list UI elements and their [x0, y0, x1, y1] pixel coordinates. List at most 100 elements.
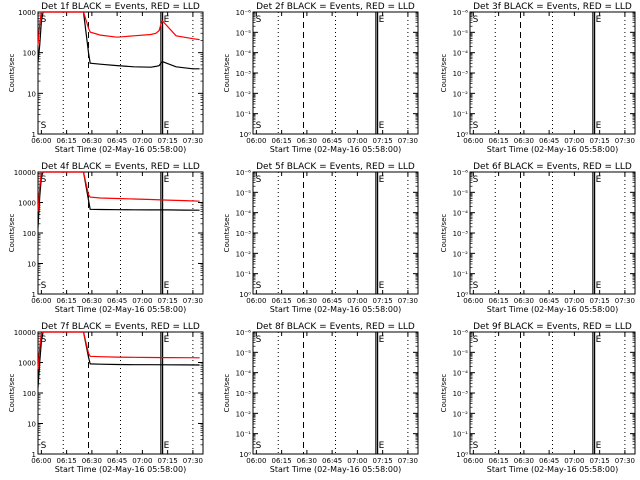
y-tick-label: 10⁻²	[453, 410, 469, 418]
marker-s-label-top: S	[256, 15, 262, 25]
y-tick-label: 1	[32, 451, 36, 459]
det-6-panel: Det 6f BLACK = Events, RED = LLD 06:00 06:…	[440, 162, 636, 314]
x-tick-label: 07:00	[347, 297, 367, 305]
det-4-panel: Det 4f BLACK = Events, RED = LLD 06:00 06:…	[8, 162, 204, 314]
det-8-panel: Det 8f BLACK = Events, RED = LLD 06:00 06:…	[223, 322, 419, 474]
det-9-panel: Det 9f BLACK = Events, RED = LLD 06:00 06:…	[440, 322, 636, 474]
x-tick-label: 07:00	[132, 137, 152, 145]
marker-s-label-top: S	[256, 335, 262, 345]
marker-s-label-top: S	[41, 335, 47, 345]
det-6-y-axis-label: Counts/sec	[440, 214, 448, 253]
x-tick-label: 06:30	[297, 457, 317, 465]
y-tick-label: 10⁻³	[453, 390, 469, 398]
x-tick-label: 06:00	[463, 137, 483, 145]
x-tick-label: 07:30	[183, 297, 203, 305]
x-tick-label: 06:45	[539, 137, 559, 145]
marker-s-label: S	[256, 441, 262, 451]
x-tick-label: 07:15	[373, 137, 393, 145]
y-tick-label: 10⁰	[456, 291, 468, 299]
marker-s-label: S	[473, 281, 479, 291]
y-tick-label: 10⁻³	[236, 230, 252, 238]
x-tick-label: 06:00	[31, 297, 51, 305]
det-7-title: Det 7f BLACK = Events, RED = LLD	[41, 322, 200, 332]
x-tick-label: 07:15	[590, 297, 610, 305]
marker-e-label: E	[164, 121, 170, 131]
x-tick-label: 07:30	[398, 297, 418, 305]
x-tick-label: 07:30	[398, 137, 418, 145]
x-tick-label: 06:15	[272, 137, 292, 145]
x-tick-label: 07:15	[590, 457, 610, 465]
y-tick-label: 10⁻⁶	[236, 169, 252, 177]
y-tick-label: 10⁻¹	[236, 271, 252, 279]
y-tick-label: 10⁻⁵	[236, 29, 252, 37]
y-tick-label: 10⁻⁵	[453, 29, 469, 37]
x-tick-label: 06:15	[272, 297, 292, 305]
x-tick-label: 07:30	[183, 457, 203, 465]
x-tick-label: 07:15	[373, 297, 393, 305]
x-tick-label: 06:30	[514, 297, 534, 305]
x-tick-label: 06:45	[322, 297, 342, 305]
x-tick-label: 06:00	[463, 457, 483, 465]
y-tick-label: 1	[32, 131, 36, 139]
x-tick-label: 06:00	[246, 297, 266, 305]
y-tick-label: 10⁻⁴	[236, 50, 252, 58]
x-tick-label: 07:00	[347, 457, 367, 465]
x-tick-label: 07:30	[398, 457, 418, 465]
x-tick-label: 07:15	[590, 137, 610, 145]
marker-s-label-top: S	[473, 175, 479, 185]
y-tick-label: 10⁻⁵	[453, 189, 469, 197]
det-2-panel: Det 2f BLACK = Events, RED = LLD 06:00 06:…	[223, 2, 419, 154]
det-8-y-axis-label: Counts/sec	[223, 374, 231, 413]
x-tick-label: 07:00	[132, 457, 152, 465]
det-9-title: Det 9f BLACK = Events, RED = LLD	[473, 322, 632, 332]
x-tick-label: 06:30	[82, 457, 102, 465]
x-tick-label: 07:15	[158, 457, 178, 465]
y-tick-label: 10⁻⁶	[236, 329, 252, 337]
det-7-y-axis-label: Counts/sec	[8, 374, 16, 413]
y-tick-label: 10⁻⁴	[453, 210, 469, 218]
marker-e-label-top: E	[596, 15, 602, 25]
det-1-x-axis-label: Start Time (02-May-16 05:58:00)	[55, 145, 186, 154]
x-tick-label: 06:30	[297, 297, 317, 305]
y-tick-label: 1000	[18, 360, 36, 368]
det-8-title: Det 8f BLACK = Events, RED = LLD	[256, 322, 415, 332]
x-tick-label: 06:45	[539, 297, 559, 305]
y-tick-label: 10⁻⁵	[453, 349, 469, 357]
y-tick-label: 10⁰	[239, 131, 251, 139]
marker-e-label-top: E	[164, 335, 170, 345]
y-tick-label: 10⁻⁴	[453, 370, 469, 378]
y-tick-label: 10⁰	[456, 451, 468, 459]
det-1-panel: Det 1f BLACK = Events, RED = LLD 06:00 06:…	[8, 2, 204, 154]
x-tick-label: 06:45	[107, 137, 127, 145]
y-tick-label: 10⁻¹	[453, 111, 469, 119]
marker-s-label-top: S	[473, 335, 479, 345]
y-tick-label: 10⁻³	[236, 390, 252, 398]
y-tick-label: 10⁻¹	[453, 271, 469, 279]
x-tick-label: 06:30	[514, 137, 534, 145]
det-5-x-axis-label: Start Time (02-May-16 05:58:00)	[270, 305, 401, 314]
det-1-series-lld-line	[37, 11, 200, 46]
y-tick-label: 10	[27, 421, 36, 429]
x-tick-label: 06:15	[489, 137, 509, 145]
x-tick-label: 07:30	[615, 137, 635, 145]
x-tick-label: 07:00	[564, 137, 584, 145]
y-tick-label: 10⁻⁴	[453, 50, 469, 58]
y-tick-label: 10	[27, 90, 36, 98]
marker-s-label: S	[256, 281, 262, 291]
y-tick-label: 10⁻⁴	[236, 210, 252, 218]
det-4-title: Det 4f BLACK = Events, RED = LLD	[41, 162, 200, 172]
det-4-series-lld-line	[37, 171, 200, 212]
marker-e-label-top: E	[379, 175, 385, 185]
y-tick-label: 100	[23, 230, 36, 238]
det-2-title: Det 2f BLACK = Events, RED = LLD	[256, 2, 415, 12]
y-tick-label: 10⁻²	[236, 250, 252, 258]
x-tick-label: 07:15	[158, 137, 178, 145]
marker-e-label: E	[596, 441, 602, 451]
det-3-panel: Det 3f BLACK = Events, RED = LLD 06:00 06:…	[440, 2, 636, 154]
det-6-x-axis-label: Start Time (02-May-16 05:58:00)	[487, 305, 618, 314]
marker-s-label: S	[473, 121, 479, 131]
x-tick-label: 06:00	[246, 457, 266, 465]
y-tick-label: 10⁻³	[453, 230, 469, 238]
x-tick-label: 06:00	[463, 297, 483, 305]
y-tick-label: 1	[32, 291, 36, 299]
